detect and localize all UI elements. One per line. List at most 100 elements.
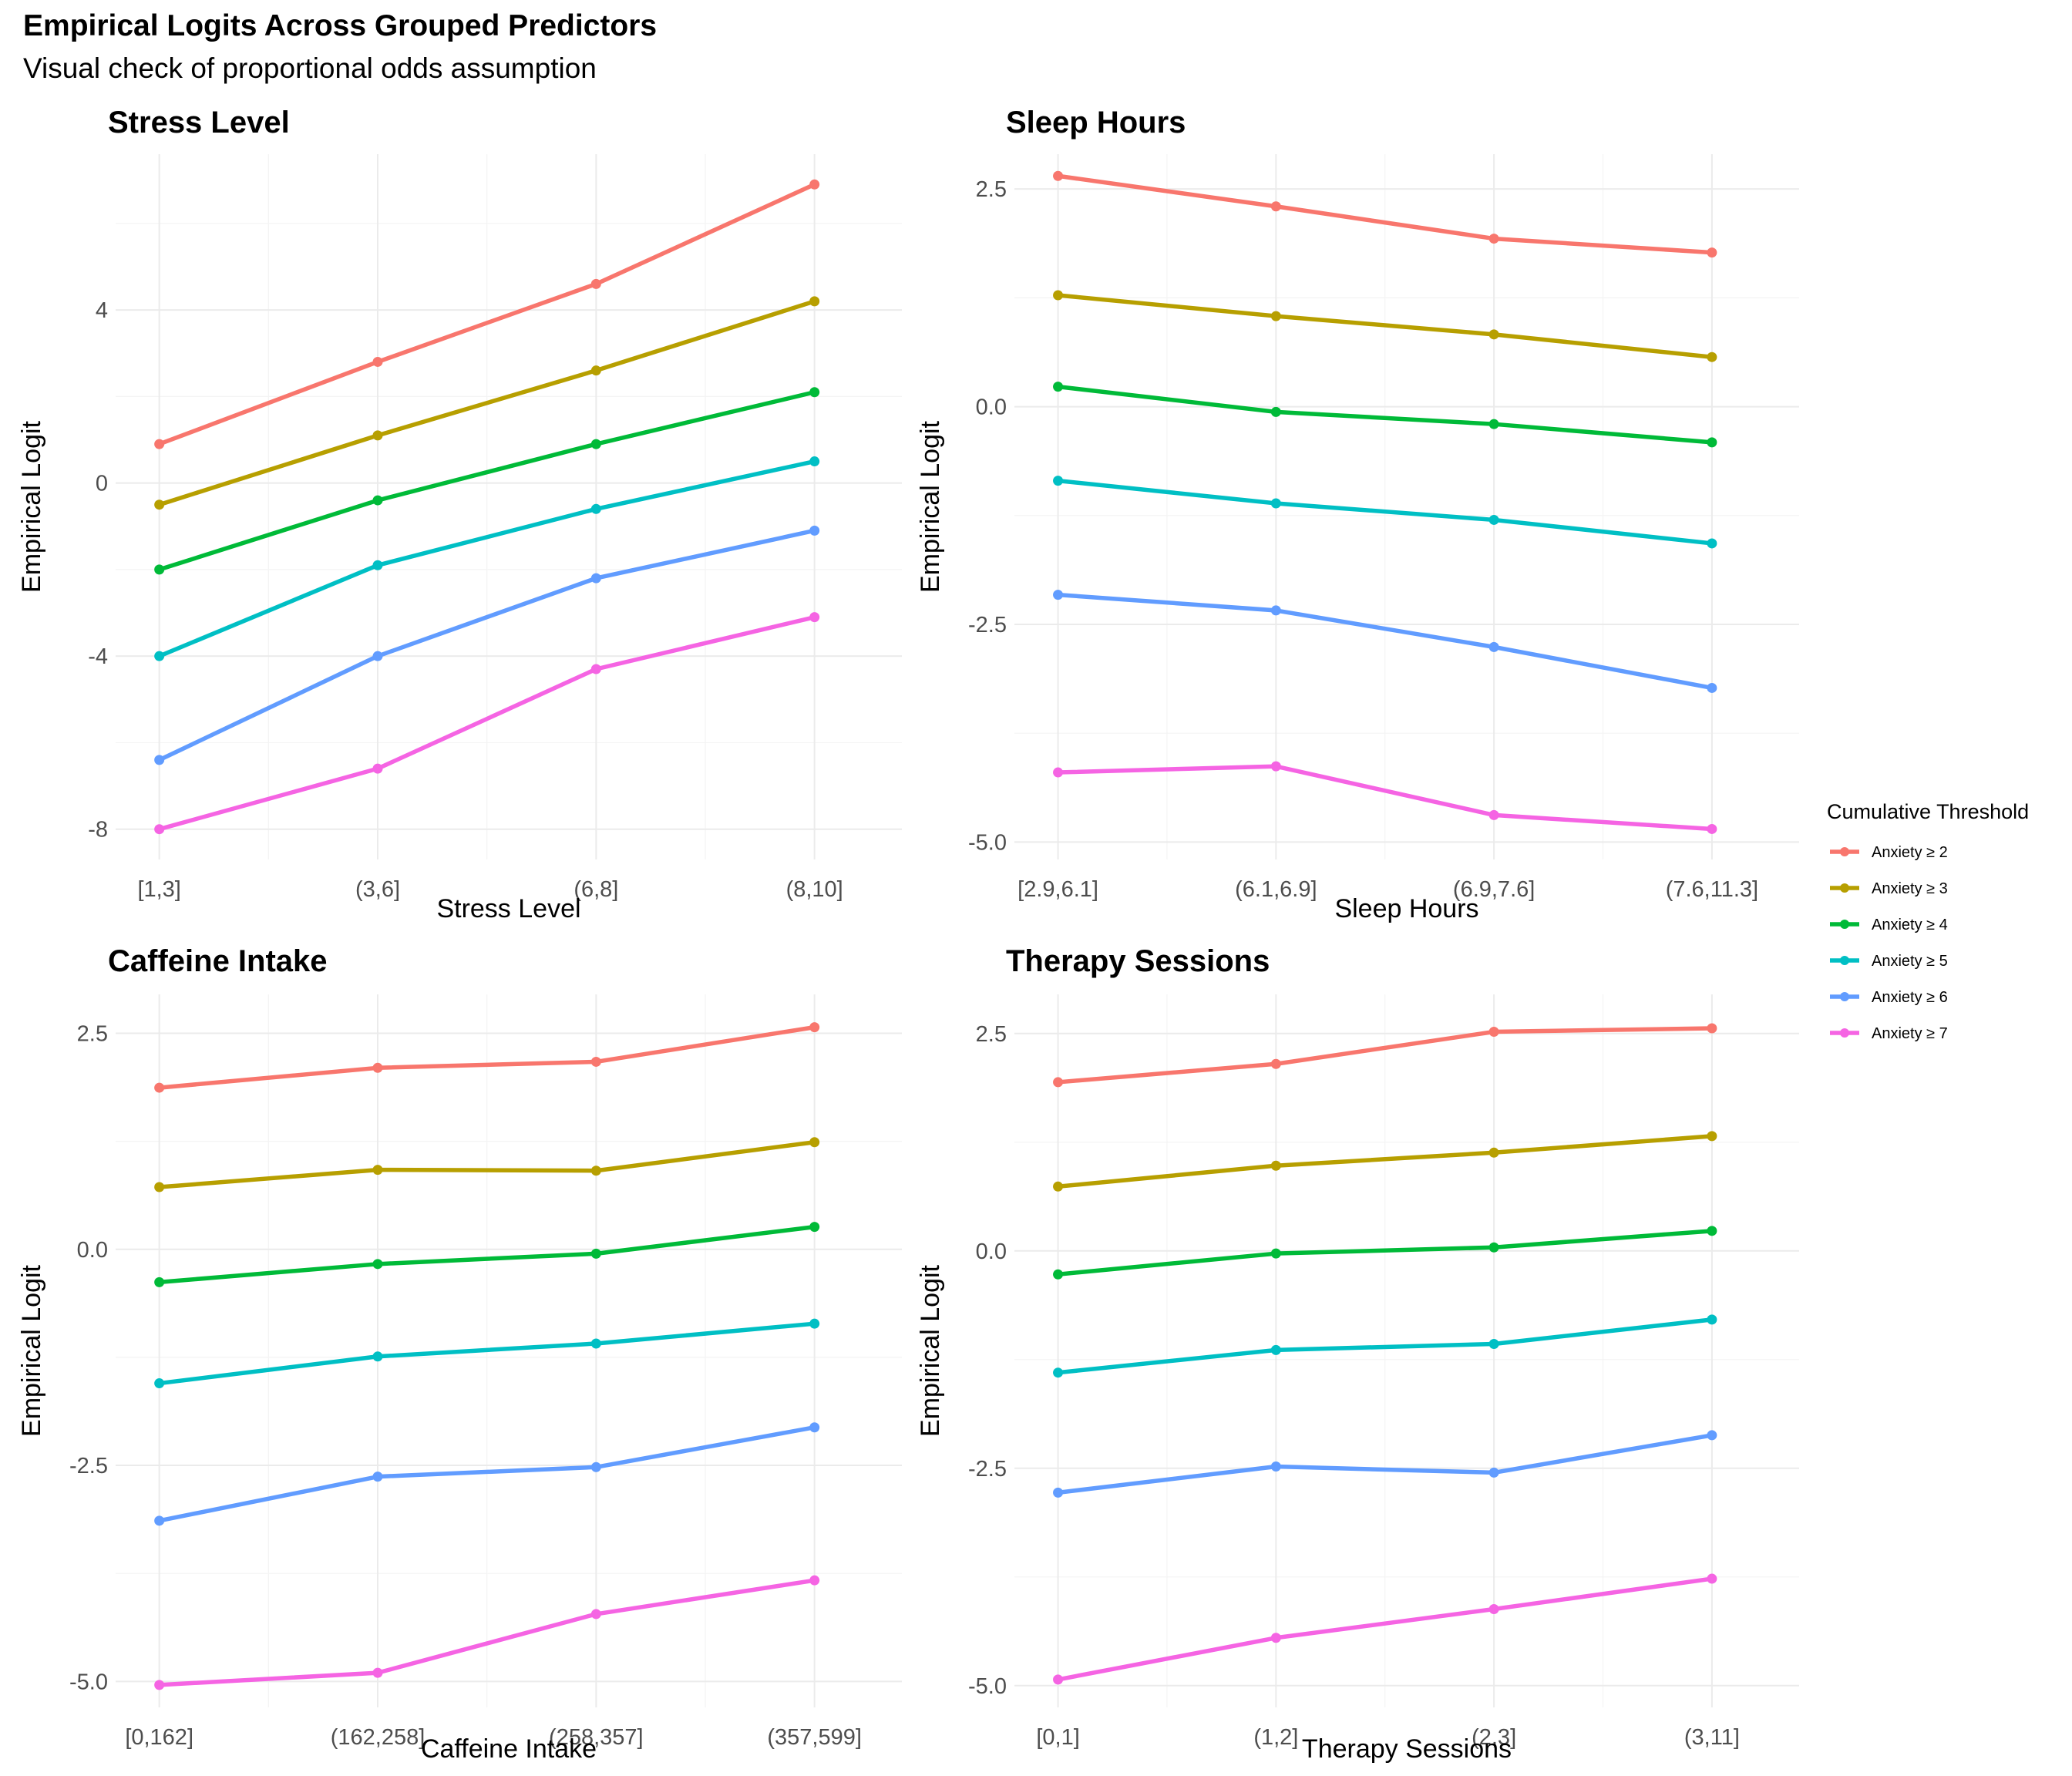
- x-tick-label: (3,11]: [1684, 1725, 1740, 1750]
- data-point: [1270, 1344, 1281, 1355]
- y-tick-label: -5.0: [968, 830, 1007, 855]
- x-tick-label: (357,599]: [767, 1725, 862, 1750]
- series-line: [1055, 1317, 1714, 1375]
- data-point: [1053, 382, 1064, 392]
- legend-label: Anxiety ≥ 3: [1872, 880, 1948, 897]
- series-line: [156, 299, 817, 507]
- data-point: [1488, 234, 1499, 244]
- series-anxiety-6: [1053, 590, 1717, 693]
- data-point: [1053, 590, 1064, 600]
- data-point: [1488, 514, 1499, 525]
- legend-item-anxiety-5: Anxiety ≥ 5: [1830, 953, 1948, 970]
- panel-title: Stress Level: [108, 106, 290, 140]
- series-anxiety-2: [1053, 1023, 1717, 1088]
- series-line: [1055, 764, 1714, 832]
- data-point: [809, 1137, 820, 1148]
- legend-item-anxiety-3: Anxiety ≥ 3: [1830, 880, 1948, 897]
- series-line: [156, 1139, 817, 1189]
- data-point: [1488, 1242, 1499, 1253]
- data-point: [1707, 538, 1717, 549]
- data-point: [1270, 498, 1281, 509]
- y-tick-label: 2.5: [976, 177, 1007, 202]
- series-anxiety-5: [1053, 1314, 1717, 1378]
- data-point: [1707, 352, 1717, 362]
- data-point: [809, 387, 820, 398]
- legend-item-anxiety-6: Anxiety ≥ 6: [1830, 989, 1948, 1006]
- data-point: [1488, 1338, 1499, 1349]
- data-point: [1053, 1269, 1064, 1280]
- series-line: [156, 1224, 817, 1285]
- series-line: [156, 389, 817, 572]
- data-point: [1270, 311, 1281, 321]
- series-line: [156, 459, 817, 658]
- data-point: [1488, 1467, 1499, 1478]
- data-point: [154, 755, 165, 765]
- data-point: [1053, 767, 1064, 778]
- data-point: [1053, 1181, 1064, 1192]
- y-axis-title: Empirical Logit: [916, 1264, 945, 1437]
- y-tick-label: 2.5: [976, 1022, 1007, 1047]
- y-axis-title: Empirical Logit: [916, 420, 945, 593]
- y-tick-label: 0.0: [77, 1238, 108, 1263]
- data-point: [1488, 1604, 1499, 1615]
- y-tick-label: -5.0: [968, 1674, 1007, 1699]
- y-tick-label: -4: [88, 644, 108, 669]
- x-tick-label: (6.1,6.9]: [1235, 877, 1317, 902]
- series-anxiety-3: [1053, 290, 1717, 362]
- data-point: [154, 1680, 165, 1690]
- x-tick-label: [2.9,6.1]: [1018, 877, 1098, 902]
- data-point: [154, 1276, 165, 1287]
- data-point: [809, 1575, 820, 1586]
- data-point: [1053, 1487, 1064, 1498]
- series-anxiety-4: [154, 1222, 820, 1287]
- series-anxiety-5: [154, 456, 820, 661]
- data-point: [809, 296, 820, 307]
- data-point: [590, 1338, 601, 1349]
- data-point: [1488, 329, 1499, 340]
- legend-label: Anxiety ≥ 2: [1872, 844, 1948, 861]
- data-point: [590, 1462, 601, 1472]
- panel-stress-level: 4 0 -4 -8 [1,3] (3,6] (6,8] (8,10] Stress Level S…: [17, 106, 902, 923]
- legend-item-anxiety-7: Anxiety ≥ 7: [1830, 1025, 1948, 1042]
- series-line: [1055, 173, 1714, 255]
- data-point: [372, 1259, 383, 1270]
- x-axis-title: Sleep Hours: [1334, 894, 1478, 923]
- panel-title: Sleep Hours: [1006, 106, 1186, 140]
- data-point: [1488, 641, 1499, 652]
- chart-panels: 4 0 -4 -8 [1,3] (3,6] (6,8] (8,10] Stress Level S…: [17, 106, 1799, 1764]
- series-line: [1055, 478, 1714, 546]
- legend-key-point: [1840, 883, 1849, 893]
- data-point: [372, 1062, 383, 1073]
- data-point: [1053, 476, 1064, 486]
- data-point: [372, 763, 383, 774]
- y-tick-label: 2.5: [77, 1021, 108, 1046]
- data-point: [1707, 1023, 1717, 1034]
- series-anxiety-3: [154, 1137, 820, 1192]
- y-tick-label: 4: [96, 298, 108, 323]
- data-point: [1707, 247, 1717, 258]
- series-line: [1055, 1229, 1714, 1276]
- legend-label: Anxiety ≥ 5: [1872, 953, 1948, 970]
- data-point: [1488, 419, 1499, 429]
- data-point: [809, 456, 820, 467]
- data-point: [809, 1222, 820, 1233]
- data-point: [372, 1351, 383, 1362]
- series-anxiety-5: [1053, 476, 1717, 549]
- data-point: [372, 1472, 383, 1482]
- data-point: [590, 1609, 601, 1620]
- data-point: [1488, 1147, 1499, 1158]
- data-point: [590, 439, 601, 449]
- x-tick-label: (3,6]: [355, 877, 400, 902]
- series-line: [156, 1024, 817, 1090]
- series-line: [1055, 1576, 1714, 1682]
- data-point: [1707, 1314, 1717, 1325]
- data-point: [372, 495, 383, 506]
- x-axis-title: Stress Level: [436, 894, 580, 923]
- data-point: [154, 1182, 165, 1192]
- figure-title: Empirical Logits Across Grouped Predicto…: [23, 9, 657, 42]
- series-anxiety-4: [1053, 1226, 1717, 1280]
- legend-item-anxiety-4: Anxiety ≥ 4: [1830, 917, 1948, 933]
- legend-key-point: [1840, 920, 1849, 929]
- series-anxiety-3: [1053, 1131, 1717, 1192]
